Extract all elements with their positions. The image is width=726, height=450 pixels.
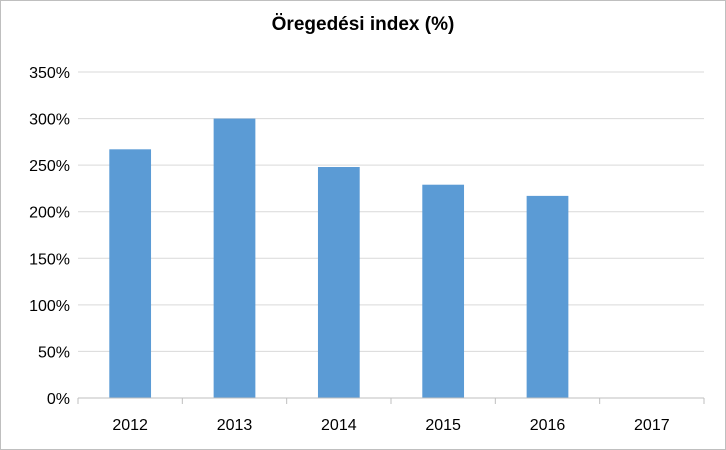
bar-2012 [109,149,152,398]
x-tick-label: 2017 [634,417,670,434]
bars [109,118,569,399]
x-tick-label: 2012 [112,417,148,434]
y-tick-label: 350% [29,65,70,82]
bar-2014 [317,167,360,398]
y-tick-label: 250% [29,158,70,175]
bar-2016 [526,195,569,398]
x-tick-label: 2014 [321,417,357,434]
y-tick-label: 200% [29,205,70,222]
bar-2015 [422,184,465,398]
y-tick-label: 100% [29,298,70,315]
x-axis [77,397,705,404]
bar-2013 [213,118,256,399]
y-tick-label: 150% [29,251,70,268]
x-tick-label: 2016 [530,417,566,434]
gridlines [78,71,704,352]
x-tick-label: 2013 [217,417,253,434]
y-tick-label: 0% [47,391,70,408]
y-tick-label: 300% [29,112,70,129]
y-axis-tick-labels: 0% 50% 100% 150% 200% 250% 300% 350% [29,65,70,408]
x-axis-tick-labels: 2012 2013 2014 2015 2016 2017 [112,417,669,434]
chart-title: Öregedési index (%) [271,14,455,35]
y-tick-label: 50% [38,344,70,361]
x-tick-label: 2015 [425,417,461,434]
